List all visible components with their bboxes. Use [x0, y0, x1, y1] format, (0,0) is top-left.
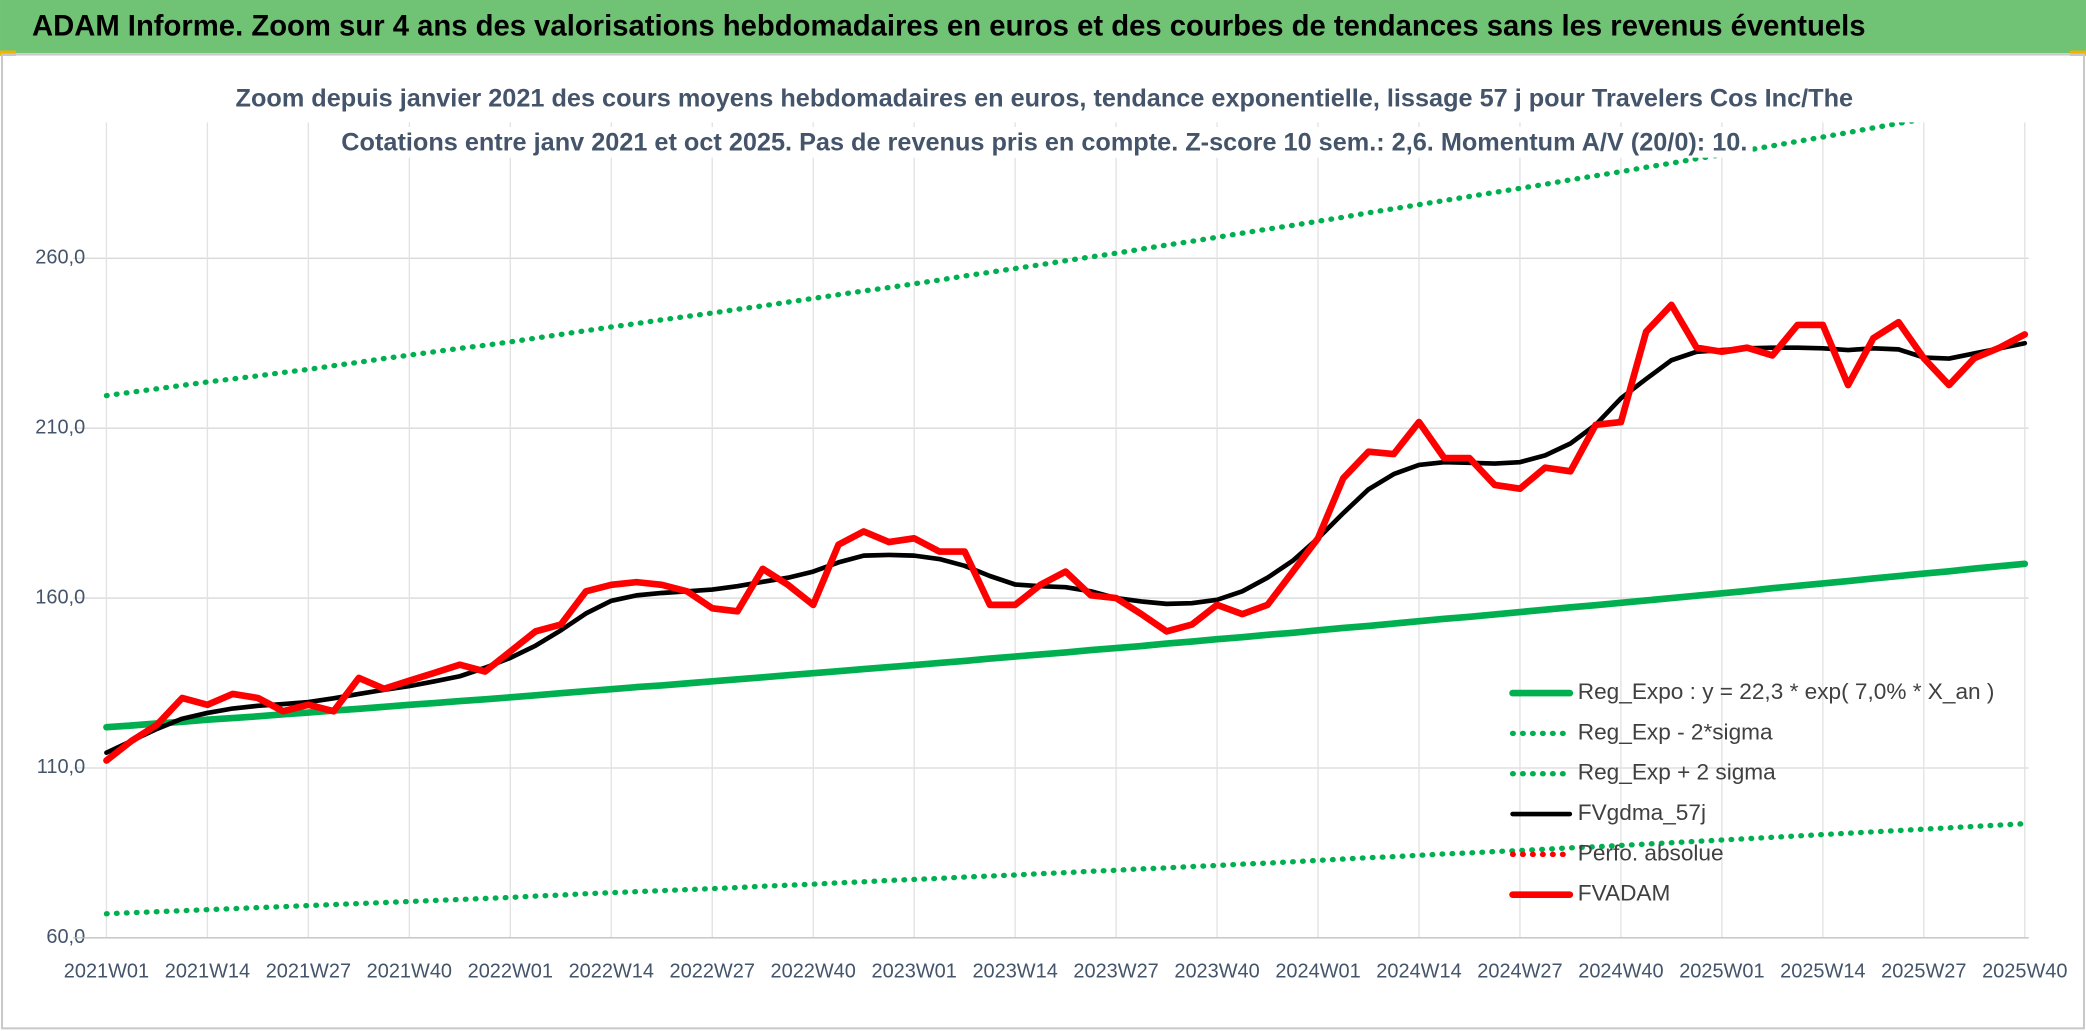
legend-label: Reg_Expo : y = 22,3 * exp( 7,0% * X_an ) [1578, 679, 1995, 704]
x-tick-label: 2025W14 [1780, 961, 1865, 983]
header-accent [2070, 50, 2086, 56]
x-tick-label: 2021W40 [367, 961, 452, 983]
x-tick-label: 2025W01 [1679, 961, 1764, 983]
x-tick-label: 2022W27 [670, 961, 755, 983]
header-bar [0, 0, 2086, 54]
chart-title: Zoom depuis janvier 2021 des cours moyen… [236, 84, 1854, 112]
x-tick-label: 2025W40 [1982, 961, 2067, 983]
title-mask [335, 127, 1753, 158]
series-line [103, 821, 2028, 917]
header-accent [0, 50, 16, 56]
grid [73, 122, 2029, 939]
x-tick-label: 2022W01 [468, 961, 553, 983]
series-group [103, 122, 2029, 917]
legend-label: FVADAM [1578, 881, 1671, 906]
frame [1, 53, 2085, 1030]
x-tick-label: 2021W27 [266, 961, 351, 983]
x-tick-label: 2023W40 [1174, 961, 1259, 983]
y-tick-label: 110,0 [37, 756, 85, 778]
x-tick-label: 2023W27 [1073, 961, 1158, 983]
x-tick-label: 2025W27 [1881, 961, 1966, 983]
y-tick-label: 210,0 [35, 416, 85, 438]
x-tick-label: 2023W14 [972, 961, 1057, 983]
x-tick-label: 2022W40 [771, 961, 856, 983]
x-tick-label: 2024W40 [1578, 961, 1663, 983]
series-line [103, 301, 2029, 764]
title-group: Zoom depuis janvier 2021 des cours moyen… [230, 83, 1859, 158]
legend-label: Reg_Exp + 2 sigma [1578, 760, 1776, 785]
legend-label: Reg_Exp - 2*sigma [1578, 719, 1773, 744]
y-tick-label: 260,0 [35, 247, 85, 269]
x-tick-label: 2022W14 [569, 961, 654, 983]
legend-label: Perfo. absolue [1578, 840, 1724, 865]
x-tick-label: 2024W27 [1477, 961, 1562, 983]
legend-label: FVgdma_57j [1578, 800, 1706, 825]
page-title: ADAM Informe. Zoom sur 4 ans des valoris… [32, 11, 1866, 43]
chart-title: Cotations entre janv 2021 et oct 2025. P… [341, 128, 1747, 156]
x-tick-label: 2021W14 [165, 961, 250, 983]
y-tick-label: 160,0 [35, 586, 85, 608]
title-mask [230, 83, 1859, 114]
x-tick-label: 2024W01 [1275, 961, 1360, 983]
x-tick-label: 2024W14 [1376, 961, 1461, 983]
x-tick-label: 2023W01 [871, 961, 956, 983]
series-line [103, 560, 2029, 731]
x-tick-label: 2021W01 [64, 961, 149, 983]
y-tick-label: 60,0 [46, 926, 85, 948]
axes: 60,0 110,0 160,0 210,0 260,0 2021W01 2021W14 20… [35, 247, 2067, 983]
legend: Reg_Expo : y = 22,3 * exp( 7,0% * X_an )… [1509, 679, 1995, 906]
